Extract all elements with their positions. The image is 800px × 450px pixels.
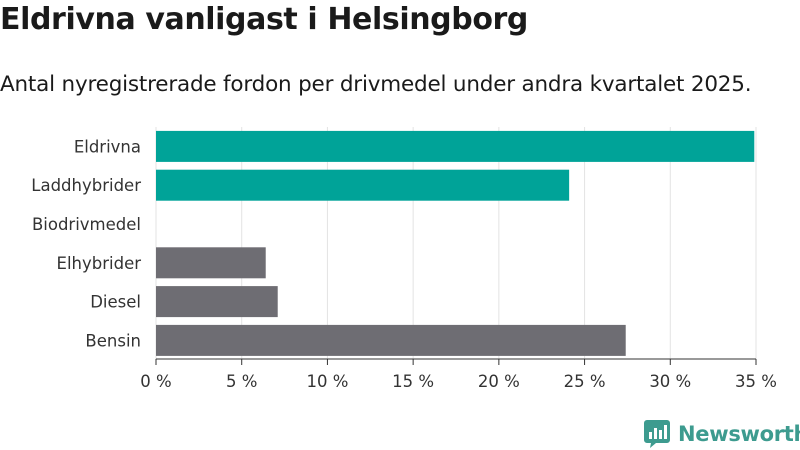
x-tick-label: 10 % <box>306 372 348 391</box>
bar-elhybrider <box>156 247 266 279</box>
newsworthy-chart-icon <box>644 420 670 448</box>
x-tick-label: 5 % <box>226 372 257 391</box>
category-label-laddhybrider: Laddhybrider <box>31 176 141 195</box>
x-tick-label: 35 % <box>735 372 777 391</box>
x-tick-label: 15 % <box>392 372 434 391</box>
category-label-bensin: Bensin <box>85 331 141 350</box>
bar-laddhybrider <box>156 169 570 201</box>
category-label-eldrivna: Eldrivna <box>74 137 141 156</box>
x-tick-label: 25 % <box>564 372 606 391</box>
x-tick-label: 20 % <box>478 372 520 391</box>
bar-diesel <box>156 286 278 318</box>
chart-subtitle: Antal nyregistrerade fordon per drivmede… <box>0 72 752 97</box>
category-label-elhybrider: Elhybrider <box>57 254 142 273</box>
x-tick-label: 0 % <box>140 372 171 391</box>
newsworthy-logo: Newsworthy <box>644 420 800 448</box>
x-tick-label: 30 % <box>649 372 691 391</box>
bar-eldrivna <box>156 130 755 162</box>
brand-name: Newsworthy <box>678 422 800 446</box>
bar-bensin <box>156 324 626 356</box>
chart-title: Eldrivna vanligast i Helsingborg <box>0 2 529 37</box>
category-label-diesel: Diesel <box>90 293 141 312</box>
category-label-biodrivmedel: Biodrivmedel <box>32 215 141 234</box>
